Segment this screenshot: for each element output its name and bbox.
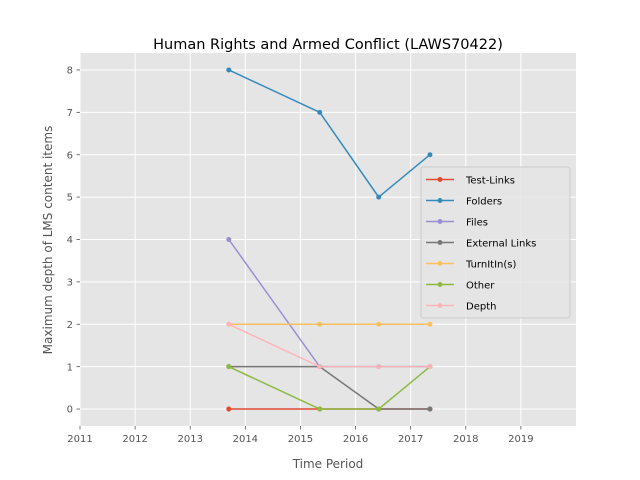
- data-point-folders: [376, 194, 382, 200]
- data-point-other: [226, 364, 232, 370]
- legend-label-other: Other: [466, 280, 495, 291]
- x-tick-label: 2017: [398, 434, 423, 445]
- y-tick-label: 0: [67, 405, 73, 416]
- y-tick-label: 3: [67, 277, 73, 288]
- x-tick-label: 2016: [343, 434, 368, 445]
- data-point-depth: [226, 321, 232, 327]
- legend-marker-depth: [437, 303, 443, 308]
- y-tick-label: 4: [67, 235, 73, 246]
- x-tick-label: 2013: [177, 434, 202, 445]
- data-point-folders: [427, 152, 433, 158]
- legend-marker-turnitin-s: [437, 261, 443, 266]
- series-line-external-links: [228, 365, 430, 410]
- x-axis-label: Time Period: [292, 457, 364, 471]
- y-tick-label: 5: [67, 193, 73, 204]
- series-line-other: [228, 365, 431, 410]
- y-tick-label: 6: [67, 150, 73, 161]
- legend-label-test-links: Test-Links: [465, 175, 515, 186]
- x-tick-label: 2011: [67, 434, 92, 445]
- legend-label-external-links: External Links: [466, 238, 536, 249]
- x-tick-label: 2014: [233, 434, 258, 445]
- data-point-turnitin-s: [317, 321, 323, 327]
- x-tick-label: 2018: [453, 434, 478, 445]
- data-point-other: [317, 406, 323, 412]
- y-axis-label: Maximum depth of LMS content items: [41, 126, 55, 355]
- data-point-depth: [317, 364, 323, 370]
- x-tick-label: 2012: [122, 434, 147, 445]
- data-point-depth: [376, 364, 382, 370]
- legend-marker-external-links: [437, 240, 443, 245]
- legend: Test-Links Folders Files External Links Turn…: [420, 166, 571, 319]
- data-point-other: [376, 406, 382, 412]
- legend-label-folders: Folders: [466, 196, 502, 207]
- legend-label-turnitin-s: TurnItIn(s): [465, 259, 516, 270]
- data-point-turnitin-s: [427, 321, 433, 327]
- legend-marker-other: [437, 282, 443, 287]
- y-ticks: 0 1 2 3 4 5 6 7 8: [67, 66, 80, 416]
- data-point-turnitin-s: [376, 321, 382, 327]
- series-lines: [226, 67, 433, 412]
- data-point-test-links: [226, 406, 232, 412]
- legend-label-depth: Depth: [466, 301, 496, 312]
- legend-marker-test-links: [437, 177, 443, 182]
- x-tick-label: 2019: [508, 434, 533, 445]
- data-point-depth: [427, 364, 433, 370]
- chart-title: Human Rights and Armed Conflict (LAWS704…: [153, 37, 503, 53]
- x-tick-label: 2015: [288, 434, 313, 445]
- series-line-depth: [228, 323, 430, 368]
- y-tick-label: 1: [67, 362, 73, 373]
- data-point-folders: [226, 67, 232, 73]
- data-point-files: [226, 237, 232, 242]
- legend-marker-files: [437, 219, 443, 224]
- data-point-folders: [317, 109, 323, 115]
- data-point-external-links: [427, 406, 433, 412]
- y-tick-label: 8: [67, 66, 73, 77]
- y-tick-label: 2: [67, 320, 73, 331]
- legend-label-files: Files: [466, 217, 488, 228]
- series-line-folders: [228, 69, 431, 199]
- y-tick-label: 7: [67, 108, 73, 119]
- legend-marker-folders: [437, 198, 443, 203]
- x-ticks: 2011 2012 2013 2014 2015 2016 2017 2018 2019: [67, 426, 534, 445]
- legend-frame: [420, 166, 571, 319]
